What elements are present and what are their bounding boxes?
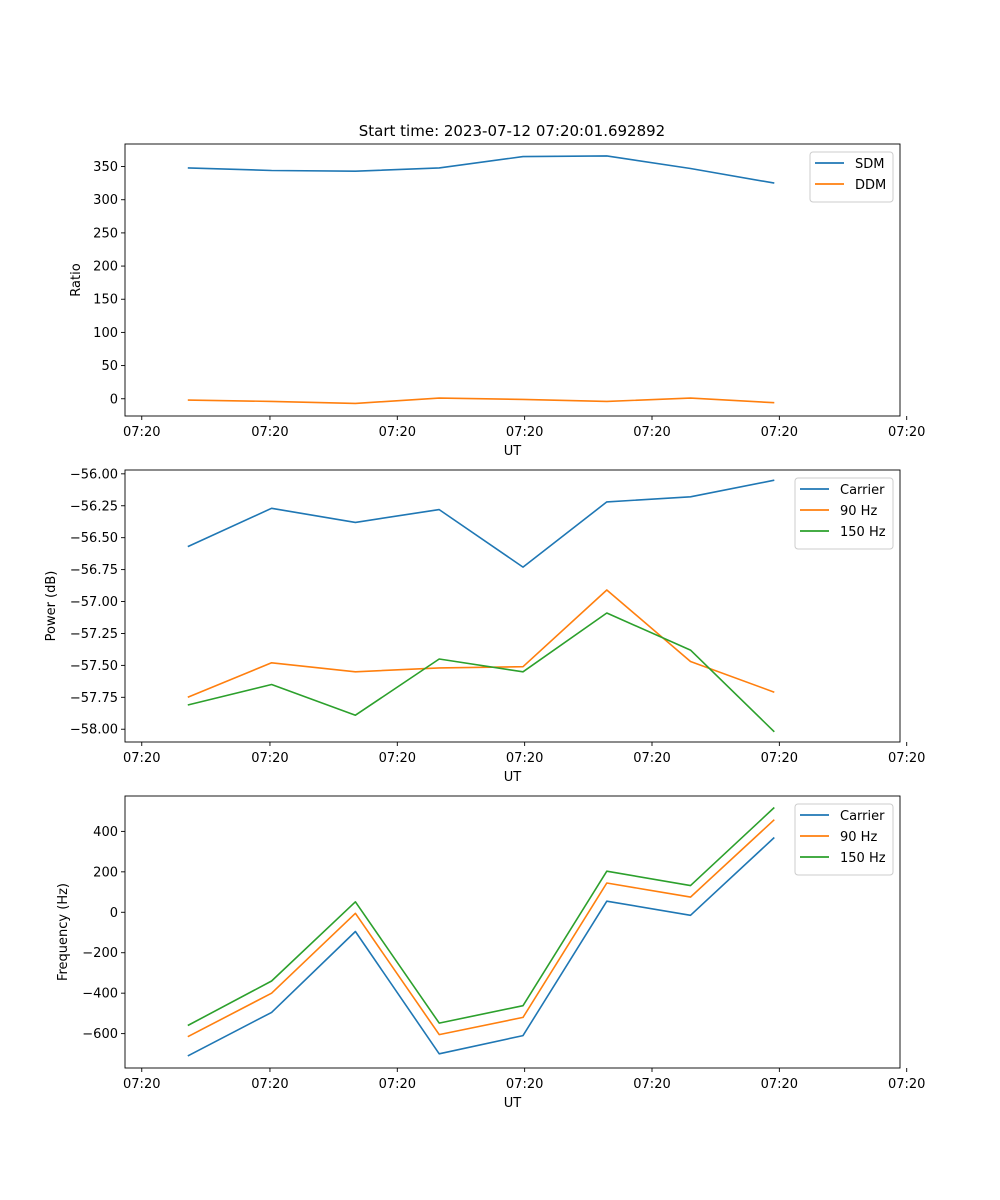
legend-label: 90 Hz	[840, 504, 877, 519]
series-line-90-hz	[187, 819, 775, 1038]
legend: Carrier 90 Hz 150 Hz	[794, 803, 894, 876]
y-tick-label: 100	[93, 326, 118, 341]
y-tick-label: −600	[82, 1027, 118, 1042]
axes-frame	[124, 143, 901, 417]
legend-label: Carrier	[840, 483, 885, 498]
x-tick-label: 07:20	[888, 425, 925, 440]
series-line-150-hz	[187, 806, 775, 1027]
x-tick-label: 07:20	[506, 1077, 543, 1092]
x-tick-label: 07:20	[379, 1077, 416, 1092]
axes-frame	[124, 795, 901, 1069]
x-tick-label: 07:20	[888, 751, 925, 766]
x-tick-label: 07:20	[761, 751, 798, 766]
x-tick-label: 07:20	[123, 751, 160, 766]
y-tick-label: 400	[93, 825, 118, 840]
series-line-carrier	[187, 479, 775, 568]
subplot-1: 07:20 07:20 07:20 07:20 07:20 07:20 07:20 0 50 10…	[69, 143, 925, 459]
legend: Carrier 90 Hz 150 Hz	[794, 477, 894, 550]
y-tick-label: 350	[93, 160, 118, 175]
x-tick-label: 07:20	[123, 1077, 160, 1092]
x-tick-label: 07:20	[888, 1077, 925, 1092]
y-tick-label: −56.50	[70, 531, 118, 546]
x-tick-label: 07:20	[633, 751, 670, 766]
x-tick-label: 07:20	[379, 425, 416, 440]
x-tick-label: 07:20	[251, 751, 288, 766]
subplot-2: 07:20 07:20 07:20 07:20 07:20 07:20 07:20 −58.0…	[44, 467, 925, 785]
y-tick-label: −56.75	[70, 563, 118, 578]
y-tick-label: 200	[93, 865, 118, 880]
y-axis-label: Power (dB)	[44, 571, 59, 642]
x-tick-label: 07:20	[761, 425, 798, 440]
x-tick-label: 07:20	[633, 425, 670, 440]
y-tick-label: 300	[93, 193, 118, 208]
x-axis-label: UT	[504, 770, 522, 785]
y-tick-label: 250	[93, 226, 118, 241]
series-line-90-hz	[187, 589, 775, 699]
legend-label: 150 Hz	[840, 851, 886, 866]
x-tick-label: 07:20	[251, 1077, 288, 1092]
x-tick-label: 07:20	[379, 751, 416, 766]
y-tick-label: −57.75	[70, 691, 118, 706]
y-tick-label: 0	[110, 392, 118, 407]
y-tick-label: −56.00	[70, 467, 118, 482]
y-tick-label: −400	[82, 987, 118, 1002]
y-tick-label: −57.50	[70, 659, 118, 674]
y-tick-label: 50	[101, 359, 118, 374]
series-line-150-hz	[187, 612, 775, 733]
y-tick-label: 200	[93, 260, 118, 275]
legend-label: DDM	[855, 178, 886, 193]
y-axis-label: Frequency (Hz)	[56, 883, 71, 981]
legend-box	[809, 151, 894, 203]
y-tick-label: −57.00	[70, 595, 118, 610]
legend-label: 90 Hz	[840, 830, 877, 845]
legend: SDM DDM	[809, 151, 894, 203]
series-line-carrier	[187, 836, 775, 1057]
x-tick-label: 07:20	[506, 751, 543, 766]
y-tick-label: −200	[82, 946, 118, 961]
y-tick-label: 150	[93, 293, 118, 308]
axes-frame	[124, 469, 901, 743]
y-tick-label: −56.25	[70, 499, 118, 514]
x-tick-label: 07:20	[506, 425, 543, 440]
x-tick-label: 07:20	[123, 425, 160, 440]
x-tick-label: 07:20	[633, 1077, 670, 1092]
x-axis-label: UT	[504, 444, 522, 459]
chart-title: Start time: 2023-07-12 07:20:01.692892	[359, 122, 665, 140]
subplot-3: 07:20 07:20 07:20 07:20 07:20 07:20 07:20 −600 −…	[56, 795, 925, 1111]
y-tick-label: 0	[110, 906, 118, 921]
y-tick-label: −57.25	[70, 627, 118, 642]
x-tick-label: 07:20	[251, 425, 288, 440]
legend-label: Carrier	[840, 809, 885, 824]
x-tick-label: 07:20	[761, 1077, 798, 1092]
subplots: 07:20 07:20 07:20 07:20 07:20 07:20 07:20 0 50 10…	[44, 143, 925, 1111]
y-axis-label: Ratio	[69, 263, 84, 296]
legend-label: SDM	[855, 157, 884, 172]
series-line-ddm	[187, 397, 775, 405]
legend-label: 150 Hz	[840, 525, 886, 540]
x-axis-label: UT	[504, 1096, 522, 1111]
series-line-sdm	[187, 155, 775, 184]
y-tick-label: −58.00	[70, 723, 118, 738]
